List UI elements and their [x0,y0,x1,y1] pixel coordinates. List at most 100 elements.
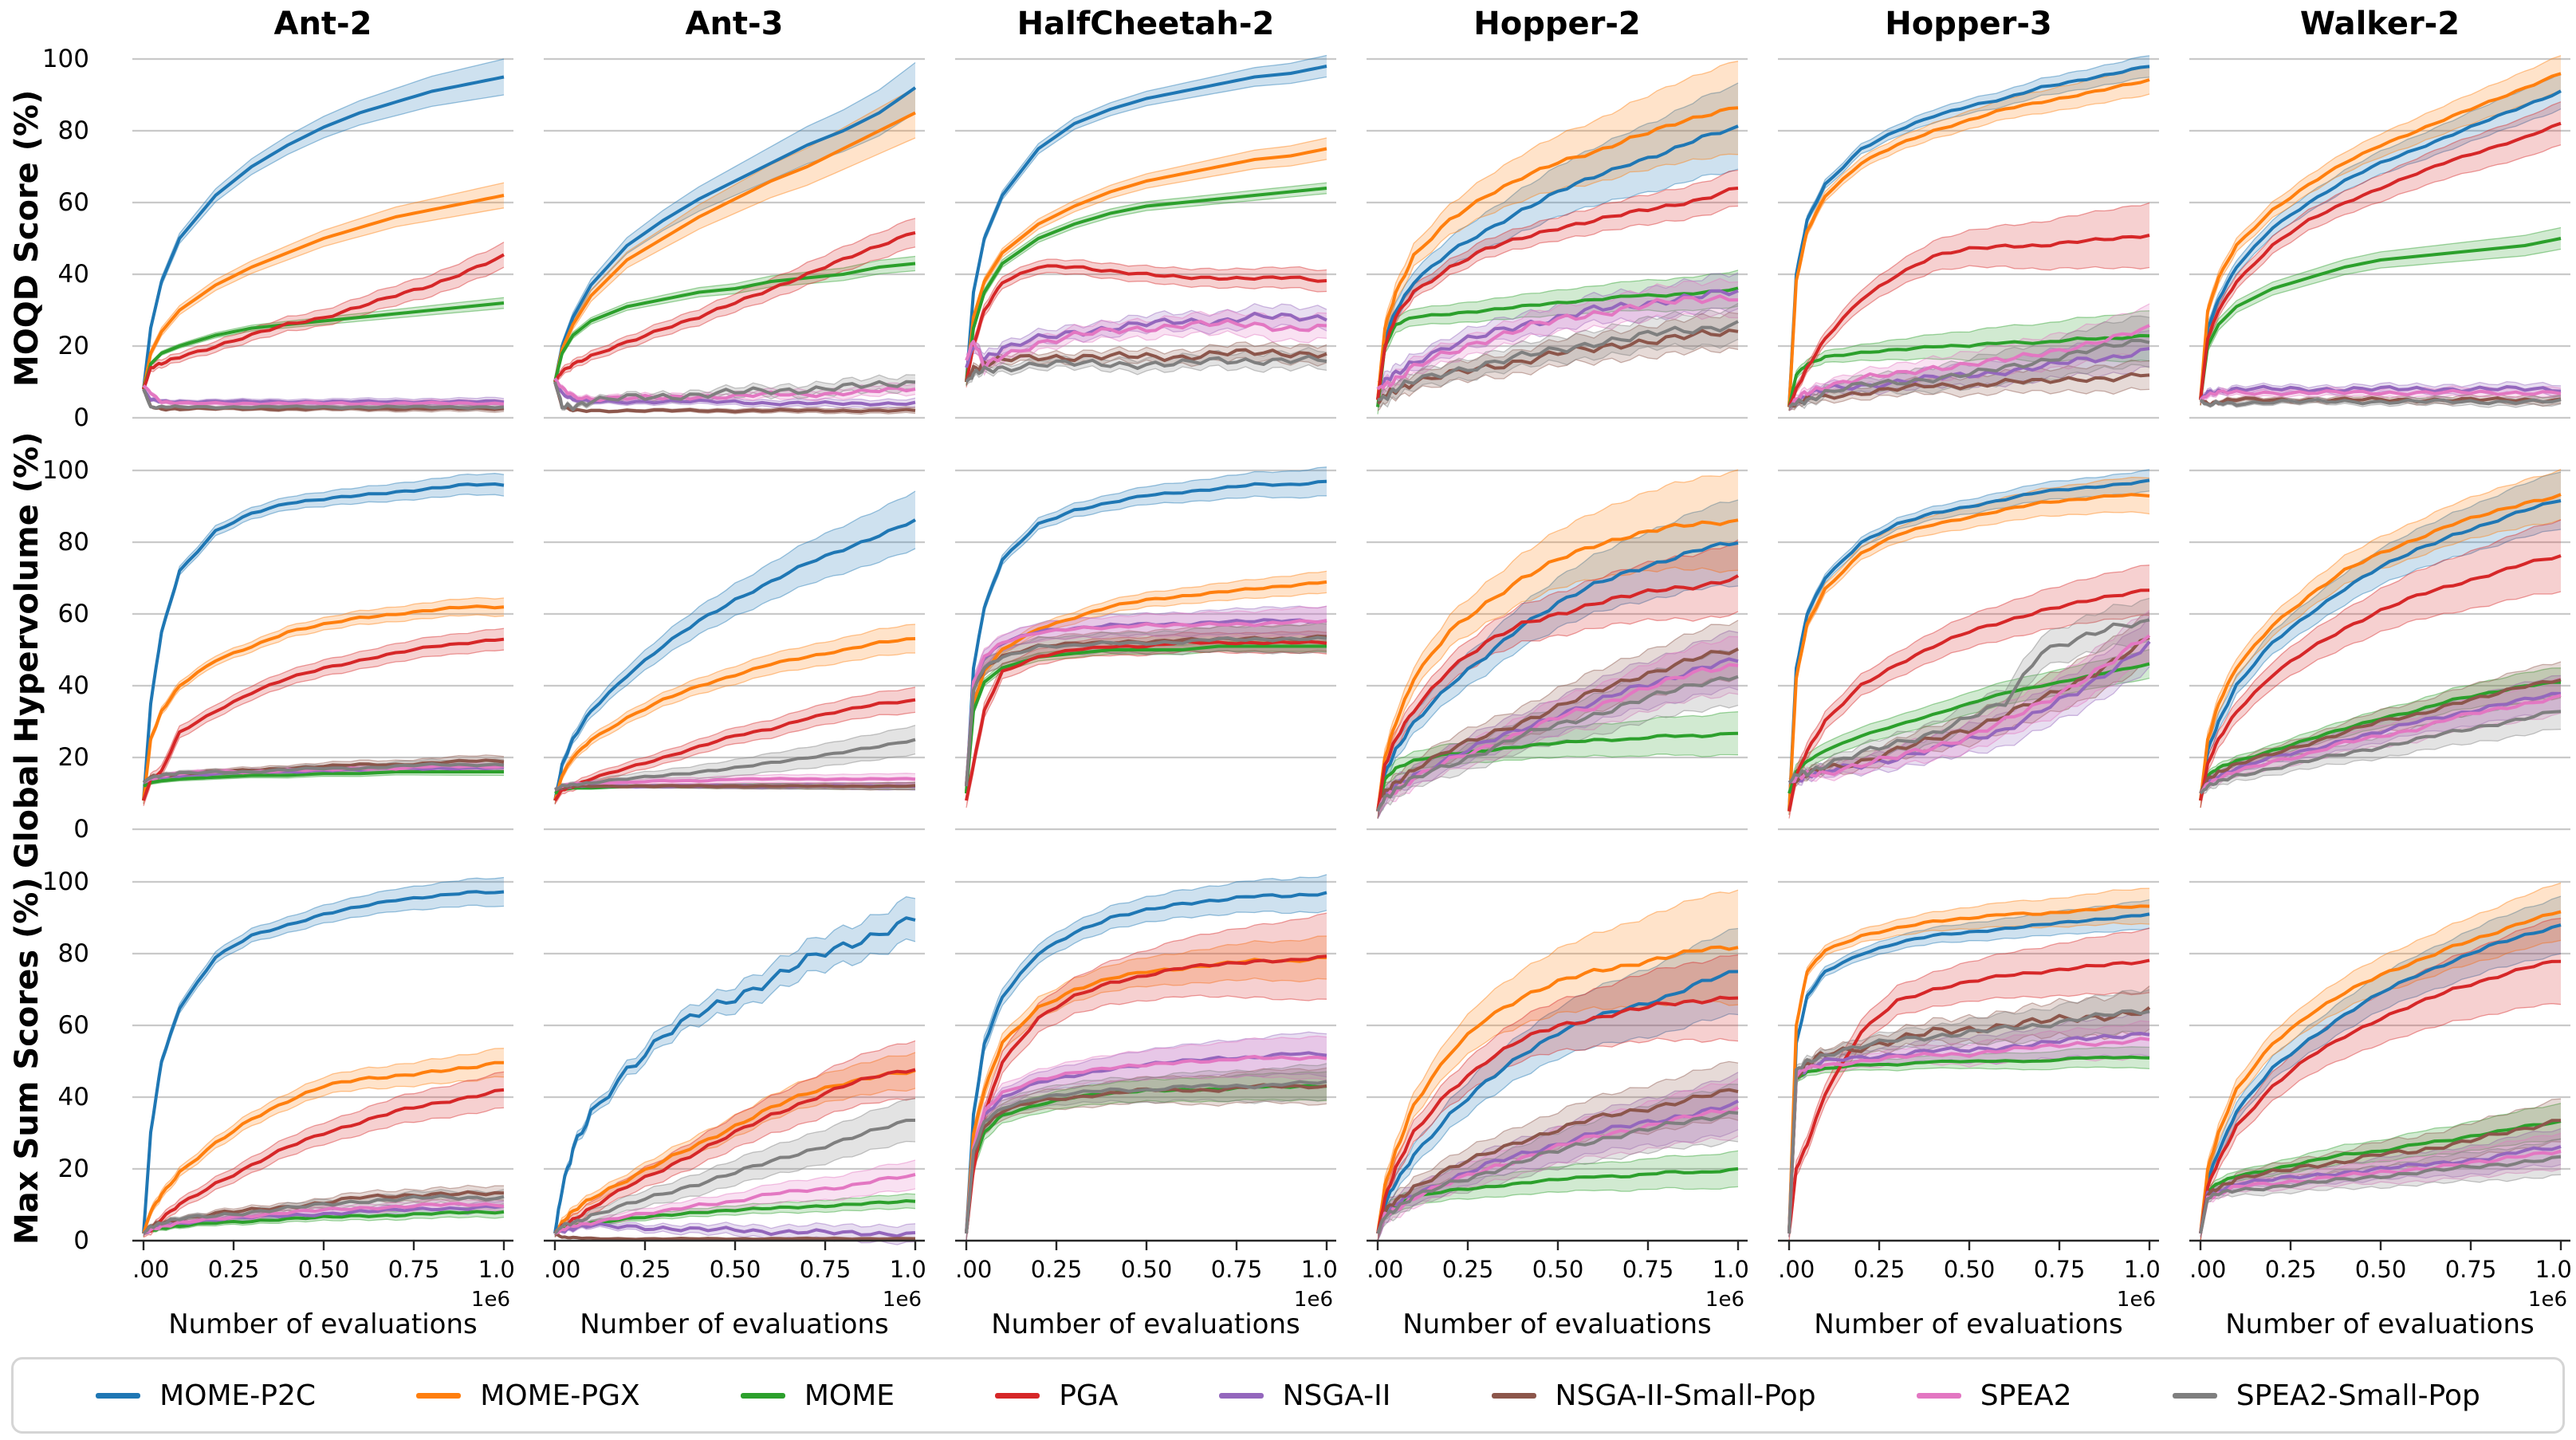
line-mome-pgx [553,111,916,383]
band-pga [1789,565,2149,819]
band-spea2 [555,773,915,792]
x-tick-label: 0.50 [2355,1256,2407,1283]
x-tick-label: 0.75 [1622,1256,1674,1283]
line-mome [553,262,916,383]
line-mome-p2c [142,890,505,1234]
y-tick-label: 60 [57,1011,89,1040]
line-nsga-ii-small-pop [1376,647,1739,812]
subplot-title: Ant-2 [273,6,372,42]
y-tick-label: 60 [57,188,89,217]
legend-line-swatch [1218,1392,1264,1399]
legend-label: MOME-PGX [480,1379,640,1412]
band-mome-p2c [555,491,915,805]
line-mome [965,644,1327,794]
legend-item-pga: PGA [995,1379,1118,1412]
x-axis-title: Number of evaluations [1814,1308,2123,1340]
x-tick-label: 0.50 [298,1256,350,1283]
line-spea2 [553,377,916,403]
legend-line-swatch [1916,1392,1961,1399]
band-spea2 [966,606,1327,793]
x-tick-label: 0.00 [132,1256,169,1283]
line-mome-pgx [1787,904,2150,1234]
band-mome-p2c [1789,55,2149,411]
subplot-ant-3-global-hypervolume [544,461,925,836]
chart-hopper-3-global-hypervolume [1778,469,2159,831]
x-tick-label: 0.50 [710,1256,761,1283]
line-spea2-small-pop [965,635,1327,787]
band-spea2 [1378,278,1738,396]
line-mome-p2c [965,479,1327,794]
y-tick-label: 0 [73,815,89,844]
band-pga [966,259,1327,388]
band-mome-pgx [966,138,1327,386]
line-spea2-small-pop [553,380,916,411]
plot-row-global-hypervolume: Global Hypervolume (%) 0 20 40 60 80 100 [5,431,2576,868]
band-mome-pgx [144,597,504,805]
line-spea2-small-pop [1787,1009,2150,1234]
x-tick-label: 0.25 [2265,1256,2317,1283]
x-tick-label: 0.50 [1944,1256,1996,1283]
band-mome [1789,310,2149,411]
x-offset-label: 1e6 [1705,1288,1744,1312]
chart-ant-3-global-hypervolume [544,469,925,831]
subplot-hopper-3-global-hypervolume [1778,461,2159,836]
x-tick-label: 0.50 [1532,1256,1584,1283]
y-tick-label: 40 [57,671,89,700]
band-pga [2200,520,2561,808]
line-spea2 [1376,663,1739,812]
line-mome [2199,680,2562,794]
x-tick-label: 0.25 [1031,1256,1083,1283]
line-mome-p2c [142,482,505,801]
band-spea2-small-pop [555,1099,915,1237]
x-tick-label: 0.00 [1367,1256,1403,1283]
line-nsga-ii-small-pop [1376,329,1739,405]
band-mome-p2c [2200,472,2561,808]
legend-item-spea2: SPEA2 [1916,1379,2072,1412]
subplot-hopper-3-moqd-score: Hopper-3 [1778,3,2159,424]
line-spea2 [2199,388,2562,402]
line-pga [553,1068,916,1235]
line-spea2-small-pop [1787,618,2150,785]
line-pga [1376,574,1739,812]
line-pga [1787,588,2150,812]
legend-line-swatch [1491,1392,1536,1399]
line-mome [1787,1055,2150,1234]
line-pga [553,230,916,384]
line-spea2 [965,619,1327,787]
line-spea2 [554,1173,916,1235]
line-mome-p2c [2199,89,2562,400]
x-tick-label: 0.75 [388,1256,440,1283]
x-tick-label: 0.00 [544,1256,580,1283]
line-pga [965,264,1327,383]
line-mome [143,770,504,788]
line-spea2-small-pop [1376,1111,1739,1234]
band-mome-pgx [966,571,1327,797]
line-mome-p2c [553,518,916,801]
line-pga [1376,187,1739,400]
subplot-halfcheetah-2-moqd-score: HalfCheetah-2 [955,3,1336,424]
band-mome [1789,1046,2149,1237]
line-nsga-ii-small-pop [142,388,505,412]
subplot-hopper-2-global-hypervolume [1367,461,1748,836]
legend-line-swatch [96,1392,141,1399]
y-tick-label: 100 [41,868,89,896]
x-tick-label: 0.50 [1121,1256,1173,1283]
line-mome-pgx [553,1068,916,1235]
line-nsga-ii-small-pop [1788,372,2150,409]
subplot-title: Hopper-3 [1885,6,2052,42]
line-pga [2199,121,2562,400]
y-tick-label: 60 [57,600,89,628]
y-tick-label: 20 [57,743,89,772]
band-pga [144,628,504,806]
legend-line-swatch [995,1392,1040,1399]
band-mome [555,1194,915,1236]
y-tick-label: 80 [57,116,89,145]
line-mome [1376,286,1739,407]
band-mome-p2c [1378,83,1738,407]
line-pga [142,637,505,801]
line-nsga-ii-small-pop [554,1232,916,1241]
band-mome [1789,649,2149,801]
band-spea2 [966,309,1327,376]
